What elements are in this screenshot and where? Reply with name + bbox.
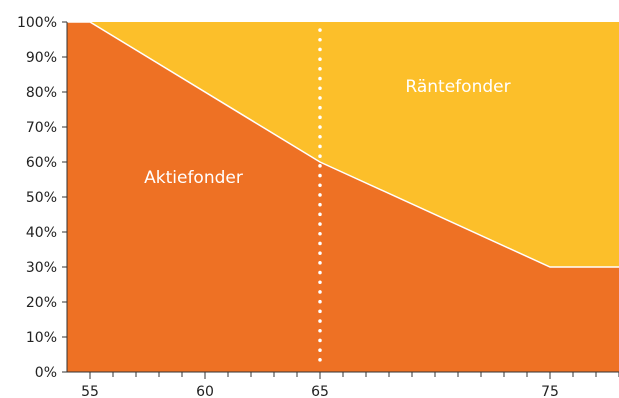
x-tick-label: 65 (311, 384, 329, 398)
y-tick-label: 100% (17, 15, 57, 31)
y-tick-label: 10% (26, 330, 57, 346)
plot-area (67, 21, 619, 372)
label-aktiefonder: Aktiefonder (144, 168, 243, 188)
area-aktiefonder (67, 22, 619, 372)
y-tick-label: 20% (26, 295, 57, 311)
axes: 0% 10% 20% 30% 40% 50% 60% 70% 80% 90% 100% 55 60 65 7… (17, 15, 619, 398)
x-tick-label: 75 (541, 384, 559, 398)
y-tick-label: 30% (26, 260, 57, 276)
y-tick-label: 60% (26, 155, 57, 171)
y-tick-label: 80% (26, 85, 57, 101)
area-rantefonder (67, 22, 619, 267)
y-tick-label: 50% (26, 190, 57, 206)
x-tick-label: 55 (81, 384, 99, 398)
y-tick-label: 70% (26, 120, 57, 136)
y-tick-label: 0% (35, 365, 57, 381)
label-rantefonder: Räntefonder (405, 77, 510, 97)
y-tick-label: 40% (26, 225, 57, 241)
x-tick-label: 60 (196, 384, 214, 398)
series-labels: Aktiefonder Räntefonder (144, 77, 510, 188)
y-tick-label: 90% (26, 50, 57, 66)
series-boundary-line (67, 21, 619, 268)
